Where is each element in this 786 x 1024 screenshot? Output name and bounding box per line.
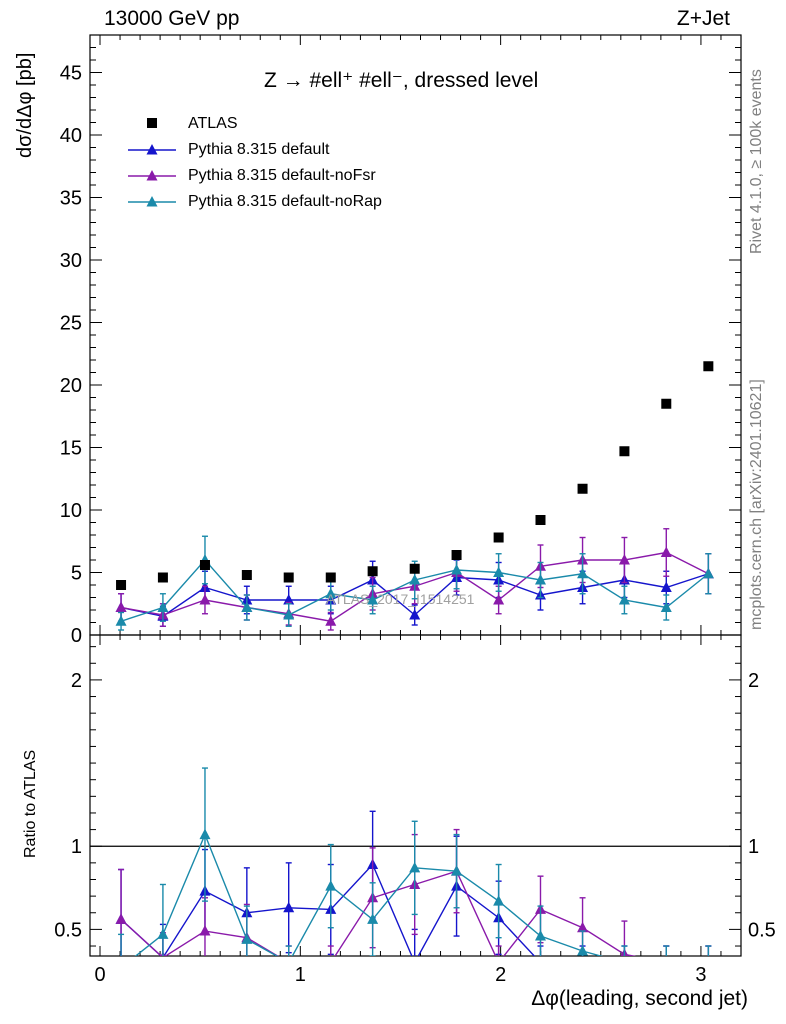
series-point xyxy=(451,564,462,575)
legend-label-norap: Pythia 8.315 default-noRap xyxy=(188,193,382,211)
mcplots-label: mcplots.cern.ch [arXiv:2401.10621] xyxy=(748,379,766,630)
series-point xyxy=(577,568,588,579)
data-point xyxy=(661,399,671,409)
ratio-point xyxy=(116,962,127,973)
x-tick-label: 1 xyxy=(295,964,306,986)
ratio-y-axis-label: Ratio to ATLAS xyxy=(22,750,40,858)
ratio-point xyxy=(535,930,546,941)
data-point xyxy=(326,573,336,583)
legend-label-default: Pythia 8.315 default xyxy=(188,141,329,159)
y-tick-label: 45 xyxy=(60,63,82,85)
ratio-point xyxy=(619,957,630,968)
data-point xyxy=(116,580,126,590)
ratio-point xyxy=(577,957,588,968)
series-point xyxy=(619,594,630,605)
data-point xyxy=(242,570,252,580)
ratio-point xyxy=(661,957,672,968)
ratio-point xyxy=(283,902,294,913)
data-point xyxy=(200,560,210,570)
ratio-point xyxy=(116,913,127,924)
ratio-point xyxy=(241,933,252,944)
ratio-tick-label-right: 1 xyxy=(748,836,759,858)
ratio-tick-label-left: 0.5 xyxy=(54,919,82,941)
ratio-point xyxy=(325,880,336,891)
y-tick-label: 15 xyxy=(60,438,82,460)
ratio-point xyxy=(199,925,210,936)
ratio-point xyxy=(661,957,672,968)
ratio-point xyxy=(283,957,294,968)
ratio-tick-label-right: 2 xyxy=(748,670,759,692)
rivet-label: Rivet 4.1.0, ≥ 100k events xyxy=(748,69,766,254)
x-tick-label: 3 xyxy=(695,964,706,986)
ratio-tick-label-left: 2 xyxy=(71,670,82,692)
data-point xyxy=(578,484,588,494)
ratio-tick-label-left: 1 xyxy=(71,836,82,858)
ratio-point xyxy=(199,829,210,840)
series-point xyxy=(661,547,672,558)
ratio-series-group xyxy=(116,768,714,1001)
data-point xyxy=(494,533,504,543)
ratio-point xyxy=(619,957,630,968)
y-axis-label: dσ/dΔφ [pb] xyxy=(14,53,37,158)
x-tick-label: 0 xyxy=(94,964,105,986)
data-point xyxy=(368,566,378,576)
ratio-point xyxy=(283,957,294,968)
y-tick-label: 25 xyxy=(60,313,82,335)
header-left: 13000 GeV pp xyxy=(104,7,239,31)
legend-marker-0 xyxy=(147,144,158,155)
data-point xyxy=(410,564,420,574)
data-point xyxy=(284,573,294,583)
plot-area: 0 1 2 30510152025303540450.5 0.51 12 2 xyxy=(0,0,786,1024)
y-tick-label: 35 xyxy=(60,188,82,210)
ratio-tick-label-right: 0.5 xyxy=(748,919,776,941)
data-point xyxy=(158,573,168,583)
series-point xyxy=(703,568,714,579)
data-point xyxy=(535,515,545,525)
x-tick-label: 2 xyxy=(495,964,506,986)
main-title: Z → #ell⁺ #ell⁻, dressed level xyxy=(264,68,538,93)
y-tick-label: 40 xyxy=(60,125,82,147)
ratio-point xyxy=(535,957,546,968)
series-point xyxy=(199,594,210,605)
series-point xyxy=(116,602,127,613)
y-tick-label: 5 xyxy=(71,563,82,585)
legend-marker-data xyxy=(147,118,157,128)
data-point xyxy=(452,550,462,560)
ratio-point xyxy=(409,862,420,873)
series-point xyxy=(409,609,420,620)
data-point xyxy=(619,446,629,456)
header-right: Z+Jet xyxy=(677,7,730,31)
ratio-point xyxy=(409,957,420,968)
x-axis-label: Δφ(leading, second jet) xyxy=(531,987,748,1011)
y-tick-label: 0 xyxy=(71,625,82,647)
y-tick-label: 30 xyxy=(60,250,82,272)
legend-label-data: ATLAS xyxy=(188,115,238,133)
series-point xyxy=(493,594,504,605)
legend-marker-2 xyxy=(147,196,158,207)
main-series-group xyxy=(116,361,714,630)
legend-label-nofsr: Pythia 8.315 default-noFsr xyxy=(188,167,376,185)
ratio-point xyxy=(493,895,504,906)
data-point xyxy=(703,361,713,371)
y-tick-label: 10 xyxy=(60,500,82,522)
y-tick-label: 20 xyxy=(60,375,82,397)
watermark: ATLAS_2017_I1514251 xyxy=(326,591,474,607)
ratio-point xyxy=(325,957,336,968)
ratio-point xyxy=(661,957,672,968)
legend-marker-1 xyxy=(147,170,158,181)
ratio-panel-frame xyxy=(90,635,741,956)
ratio-point xyxy=(157,928,168,939)
